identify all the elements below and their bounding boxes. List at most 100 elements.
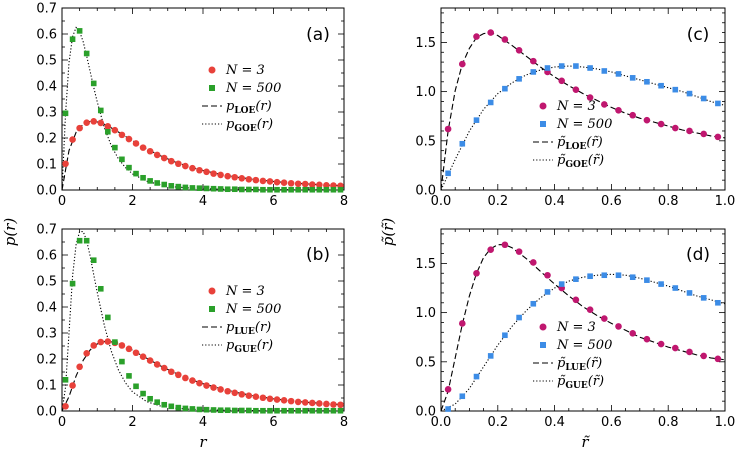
data-point-n500	[90, 80, 97, 87]
data-point-n500	[587, 65, 593, 71]
data-point-n3	[266, 178, 274, 185]
data-point-n500	[316, 186, 323, 193]
data-point-n500	[119, 156, 125, 163]
data-point-n3	[501, 36, 509, 43]
legend-label: N = 3	[225, 284, 265, 299]
data-point-n3	[76, 124, 83, 132]
data-point-n3	[615, 107, 622, 114]
data-point-n3	[196, 166, 203, 174]
data-point-n3	[217, 171, 224, 179]
data-point-n500	[473, 373, 480, 380]
data-point-n500	[544, 289, 551, 295]
data-point-n3	[515, 47, 523, 54]
data-point-n500	[316, 407, 323, 414]
data-point-n500	[700, 95, 707, 102]
data-point-n3	[203, 168, 210, 176]
y-tick-label: 0.3	[36, 106, 57, 121]
legend: N = 3 N = 500 p̃LUE(r̃)p̃GUE(r̃)	[533, 320, 612, 391]
curve-dashed	[61, 120, 345, 191]
x-tick-label: 0.8	[658, 415, 679, 430]
data-point-n500	[97, 286, 104, 292]
data-point-n500	[288, 407, 294, 414]
x-axis-label-right: r̃	[581, 433, 590, 451]
data-point-n500	[281, 407, 287, 414]
data-point-n3	[210, 170, 217, 177]
data-point-n500	[246, 186, 252, 193]
data-point-n500	[644, 277, 650, 283]
panel-b: 0 2 4 6 80.00.10.20.30.40.50.60.7(b)N = 3N =…	[36, 223, 348, 431]
data-point-n500	[203, 406, 210, 413]
data-point-n3	[259, 394, 267, 402]
data-point-n3	[444, 125, 452, 133]
data-point-n3	[224, 387, 231, 395]
data-point-n3	[62, 160, 69, 168]
curve-dashed	[61, 341, 345, 412]
x-tick-label: 2	[128, 415, 136, 430]
x-tick-label: 6	[269, 194, 277, 209]
curve-dashed	[440, 244, 726, 412]
data-point-n3	[231, 173, 239, 181]
data-point-n500	[601, 68, 608, 74]
data-point-n3	[252, 393, 260, 401]
y-tick-label: 0.5	[36, 275, 57, 290]
y-tick-label: 1.5	[415, 36, 436, 51]
data-point-n500	[147, 178, 153, 184]
x-tick-label: 0.0	[431, 194, 452, 209]
data-point-n3	[62, 403, 69, 410]
legend-label: pLOE(r)	[226, 99, 272, 116]
data-point-n500	[629, 75, 636, 81]
data-point-n500	[530, 69, 537, 75]
legend-swatch-n500	[209, 306, 215, 312]
data-point-n500	[309, 186, 316, 193]
data-point-n3	[316, 181, 323, 189]
data-point-n500	[90, 257, 97, 263]
data-point-n500	[161, 401, 168, 408]
panel-d: 0.0 0.2 0.4 0.6 0.8 1.00.00.51.01.5 (d)N = 3N …	[415, 228, 736, 430]
panel-a: 0 2 4 6 80.00.10.20.30.40.50.60.7(a)N = 3N =…	[36, 2, 348, 210]
legend-swatch-n500	[209, 85, 215, 91]
data-point-n500	[69, 280, 76, 287]
data-point-n500	[267, 186, 273, 193]
data-point-n500	[530, 300, 537, 307]
data-point-n3	[203, 382, 210, 389]
data-point-n3	[657, 120, 665, 128]
data-point-n500	[715, 100, 721, 107]
x-tick-label: 1.0	[715, 415, 736, 430]
data-point-n3	[615, 323, 622, 330]
data-point-n3	[259, 177, 267, 185]
x-axis-label-left: r	[199, 433, 207, 451]
data-point-n500	[516, 76, 522, 82]
data-point-n500	[672, 86, 679, 93]
data-point-n500	[140, 174, 146, 181]
x-tick-label: 2	[128, 194, 136, 209]
data-point-n3	[69, 136, 76, 143]
data-point-n500	[147, 395, 153, 402]
data-point-n500	[76, 237, 83, 244]
data-point-n500	[601, 272, 608, 279]
data-point-n3	[487, 246, 495, 253]
data-point-n500	[302, 407, 309, 414]
y-axis-label-right-text: p̃(r̃)	[379, 218, 397, 247]
data-point-n3	[473, 33, 480, 40]
y-tick-label: 0.2	[36, 132, 57, 147]
data-point-n3	[90, 118, 98, 125]
data-point-n3	[160, 154, 168, 162]
legend: N = 3 N = 500 pLOE(r)pGOE(r)	[202, 63, 281, 134]
x-tick-label: 0.6	[601, 415, 622, 430]
legend-label: pLUE(r)	[226, 320, 271, 337]
panel-label: (a)	[306, 25, 330, 45]
x-tick-label: 0.2	[487, 194, 508, 209]
data-point-n500	[62, 377, 69, 383]
data-point-n500	[238, 186, 245, 193]
data-point-n3	[301, 399, 309, 406]
data-point-n500	[487, 353, 494, 359]
y-tick-label: 0.0	[36, 405, 57, 420]
data-point-n500	[119, 358, 125, 365]
data-point-n500	[182, 405, 189, 412]
x-tick-label: 8	[340, 415, 348, 430]
legend: N = 3 N = 500 p̃LOE(r̃)p̃GOE(r̃)	[533, 99, 612, 170]
data-point-n500	[672, 285, 679, 291]
legend-label: N = 500	[225, 81, 281, 96]
data-point-n3	[700, 352, 707, 360]
